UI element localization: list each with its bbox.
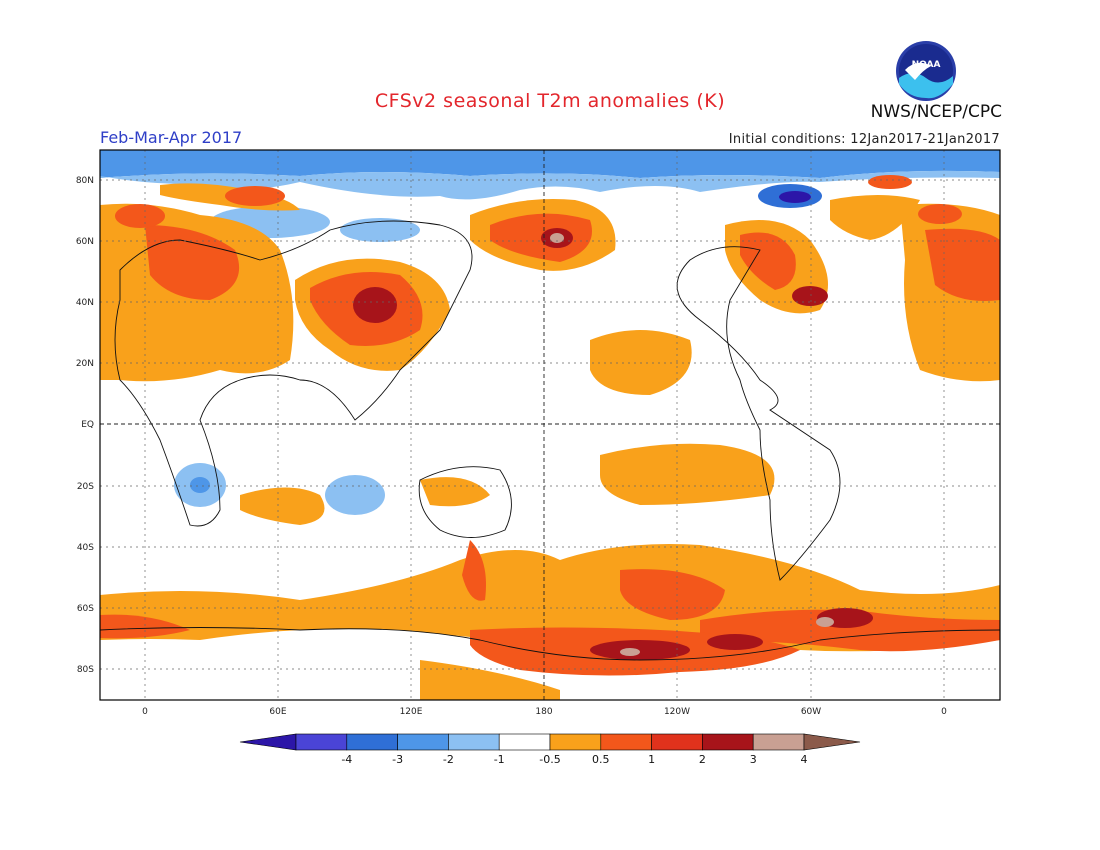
lon-label: 120W [664,707,690,717]
colorbar-label: -2 [443,753,454,766]
noaa-logo-text: NOAA [912,60,941,70]
lat-label: 20S [77,482,94,492]
agency-label: NWS/NCEP/CPC [870,102,1002,122]
colorbar-label: 2 [699,753,706,766]
colorbar-label: -1 [494,753,505,766]
noaa-logo: NOAA [896,41,956,101]
longitude-labels: 0 60E 120E 180 120W 60W 0 [142,707,947,717]
anomaly-pacific-warm [590,330,692,395]
lat-label: 20N [76,359,94,369]
colorbar-label: -4 [341,753,352,766]
lon-label: 180 [535,707,552,717]
colorbar: -4 -3 -2 -1 -0.5 0.5 1 2 3 4 [239,733,861,766]
colorbar-label: 4 [801,753,808,766]
colorbar-label: -0.5 [539,753,560,766]
colorbar-bin [549,733,602,751]
lat-label: 60S [77,604,94,614]
colorbar-bin [239,733,297,751]
lon-label: 60E [269,707,286,717]
colorbar-label: 1 [648,753,655,766]
latitude-labels: 80N 60N 40N 20N EQ 20S 40S 60S 80S [76,176,94,675]
initial-conditions-label: Initial conditions: 12Jan2017-21Jan2017 [728,132,1000,147]
colorbar-bin [752,733,805,751]
lat-label: EQ [81,420,94,430]
season-label: Feb-Mar-Apr 2017 [100,128,243,147]
colorbar-bin [651,733,703,751]
colorbar-label: 3 [750,753,757,766]
map-canvas [100,150,1000,700]
lat-lon-grid [100,150,1000,700]
colorbar-bin [803,733,861,751]
lat-label: 40N [76,298,94,308]
equator-dateline [100,150,1000,700]
lon-label: 0 [142,707,148,717]
colorbar-bin [448,733,500,751]
lon-label: 0 [941,707,947,717]
lon-label: 120E [400,707,423,717]
colorbar-bin [295,733,348,751]
lat-label: 80S [77,665,94,675]
colorbar-bin [600,733,652,751]
coastlines [100,220,1000,661]
colorbar-bin [397,733,449,751]
lon-label: 60W [801,707,821,717]
lat-label: 60N [76,237,94,247]
colorbar-bin [346,733,398,751]
anomaly-arctic-cool [100,150,1000,178]
lat-label: 80N [76,176,94,186]
colorbar-bin [498,733,551,751]
colorbar-bin [702,733,754,751]
map-frame [99,149,1001,701]
lat-label: 40S [77,543,94,553]
colorbar-label: 0.5 [592,753,610,766]
map-title: CFSv2 seasonal T2m anomalies (K) [374,90,726,112]
colorbar-label: -3 [392,753,403,766]
